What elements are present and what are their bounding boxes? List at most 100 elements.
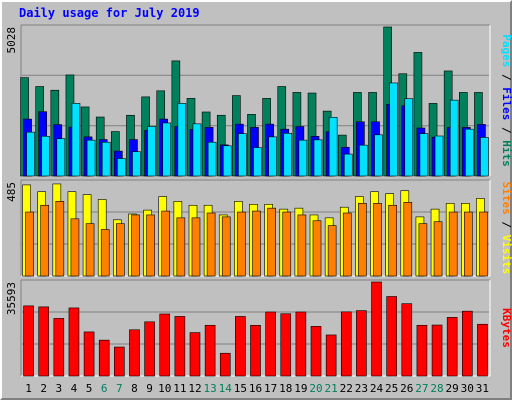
bar-kbytes-day-2 bbox=[38, 306, 49, 377]
series-label-part: Pages bbox=[500, 34, 512, 67]
bar-kbytes-day-29 bbox=[446, 317, 458, 377]
bar-sites-day-30 bbox=[464, 211, 473, 277]
bar-kbytes-day-24 bbox=[371, 281, 382, 377]
bar-kbytes-day-21 bbox=[325, 334, 337, 377]
bar-pages-day-18 bbox=[283, 133, 293, 177]
bar-pages-day-27 bbox=[419, 133, 429, 177]
bar-pages-day-1 bbox=[26, 131, 35, 177]
bar-kbytes-day-13 bbox=[204, 324, 216, 377]
bar-sites-day-6 bbox=[100, 229, 110, 277]
x-tick-label-day-9: 9 bbox=[146, 382, 153, 395]
bar-kbytes-day-6 bbox=[98, 339, 110, 377]
bar-sites-day-17 bbox=[267, 207, 276, 277]
x-tick-label-day-29: 29 bbox=[446, 382, 459, 395]
bar-pages-day-20 bbox=[313, 139, 323, 177]
bar-pages-day-2 bbox=[41, 135, 50, 177]
bar-sites-day-23 bbox=[358, 203, 367, 277]
panel-3-ymax-label: 35593 bbox=[5, 282, 18, 315]
x-tick-label-day-8: 8 bbox=[131, 382, 138, 395]
bar-sites-day-26 bbox=[403, 202, 413, 277]
x-tick-label-day-24: 24 bbox=[370, 382, 384, 395]
x-tick-label-day-18: 18 bbox=[279, 382, 292, 395]
bar-kbytes-day-22 bbox=[340, 311, 352, 377]
bar-sites-day-21 bbox=[327, 225, 337, 277]
bar-sites-day-25 bbox=[388, 204, 397, 277]
bar-kbytes-day-28 bbox=[431, 324, 443, 377]
bar-kbytes-day-23 bbox=[356, 310, 367, 377]
x-tick-label-day-7: 7 bbox=[116, 382, 123, 395]
x-tick-label-day-27: 27 bbox=[415, 382, 428, 395]
bar-sites-day-31 bbox=[479, 211, 488, 277]
bar-pages-day-31 bbox=[480, 137, 489, 177]
bar-pages-day-26 bbox=[404, 98, 414, 177]
panel-1-series-label: Pages / Files / Hits bbox=[500, 34, 512, 167]
bar-pages-day-15 bbox=[238, 133, 247, 177]
bar-sites-day-28 bbox=[433, 221, 443, 277]
x-tick-label-day-30: 30 bbox=[461, 382, 474, 395]
bar-sites-day-18 bbox=[282, 211, 292, 277]
series-label-part: Files bbox=[500, 87, 512, 120]
bar-sites-day-24 bbox=[373, 203, 382, 277]
panel-2-series-label: Sites / Visits bbox=[500, 182, 512, 275]
bar-kbytes-day-3 bbox=[53, 318, 65, 377]
x-tick-label-day-10: 10 bbox=[158, 382, 171, 395]
bar-sites-day-19 bbox=[297, 214, 307, 277]
x-tick-label-day-26: 26 bbox=[400, 382, 413, 395]
bar-sites-day-15 bbox=[237, 211, 246, 277]
bar-sites-day-27 bbox=[418, 223, 428, 277]
panel-3-series-label: KBytes bbox=[500, 308, 512, 348]
bar-sites-day-9 bbox=[146, 214, 155, 277]
bar-pages-day-10 bbox=[162, 122, 172, 177]
bar-pages-day-7 bbox=[117, 158, 126, 177]
x-tick-label-day-1: 1 bbox=[25, 382, 32, 395]
bar-sites-day-3 bbox=[55, 201, 65, 277]
bar-pages-day-9 bbox=[147, 126, 156, 177]
x-tick-label-day-23: 23 bbox=[355, 382, 368, 395]
bar-sites-day-7 bbox=[116, 223, 125, 277]
bar-sites-day-12 bbox=[191, 217, 201, 277]
bar-pages-day-25 bbox=[389, 82, 398, 177]
bar-kbytes-day-5 bbox=[83, 331, 95, 377]
bar-kbytes-day-31 bbox=[477, 323, 488, 377]
bar-kbytes-day-20 bbox=[310, 326, 322, 377]
bar-pages-day-22 bbox=[343, 153, 353, 177]
bar-pages-day-13 bbox=[207, 141, 217, 177]
x-tick-label-day-17: 17 bbox=[264, 382, 277, 395]
bar-sites-day-2 bbox=[40, 204, 49, 277]
bar-pages-day-3 bbox=[56, 138, 66, 177]
series-label-part: / bbox=[500, 215, 512, 235]
bar-pages-day-16 bbox=[253, 147, 262, 177]
chart-title: Daily usage for July 2019 bbox=[19, 6, 200, 20]
bar-pages-day-29 bbox=[449, 99, 459, 177]
bar-sites-day-5 bbox=[85, 223, 95, 277]
bar-sites-day-8 bbox=[131, 214, 140, 277]
bar-pages-day-28 bbox=[434, 135, 444, 177]
bar-kbytes-day-17 bbox=[265, 311, 276, 377]
x-tick-label-day-16: 16 bbox=[249, 382, 262, 395]
bar-sites-day-4 bbox=[70, 218, 80, 277]
x-tick-label-day-21: 21 bbox=[325, 382, 338, 395]
bar-kbytes-day-30 bbox=[462, 310, 473, 377]
bar-pages-day-4 bbox=[71, 103, 81, 177]
x-tick-label-day-5: 5 bbox=[86, 382, 93, 395]
x-tick-label-day-4: 4 bbox=[71, 382, 78, 395]
bar-sites-day-29 bbox=[448, 211, 458, 277]
series-label-part: Visits bbox=[500, 235, 512, 275]
bar-pages-day-5 bbox=[86, 139, 96, 177]
bar-kbytes-day-4 bbox=[68, 307, 80, 377]
bar-sites-day-13 bbox=[206, 212, 216, 277]
panel-2-ymax-label: 485 bbox=[5, 182, 18, 202]
x-tick-label-day-2: 2 bbox=[40, 382, 47, 395]
series-label-part: / bbox=[500, 67, 512, 87]
bar-kbytes-day-16 bbox=[250, 324, 261, 377]
panel-1-ymax-label: 5028 bbox=[5, 27, 18, 54]
bar-kbytes-day-25 bbox=[386, 296, 397, 377]
bar-sites-day-11 bbox=[176, 217, 186, 277]
x-tick-label-day-12: 12 bbox=[188, 382, 201, 395]
bar-kbytes-day-9 bbox=[144, 321, 155, 377]
bar-kbytes-day-14 bbox=[219, 352, 231, 377]
x-tick-label-day-14: 14 bbox=[219, 382, 233, 395]
bar-kbytes-day-18 bbox=[280, 313, 292, 377]
bar-pages-day-30 bbox=[465, 128, 474, 177]
